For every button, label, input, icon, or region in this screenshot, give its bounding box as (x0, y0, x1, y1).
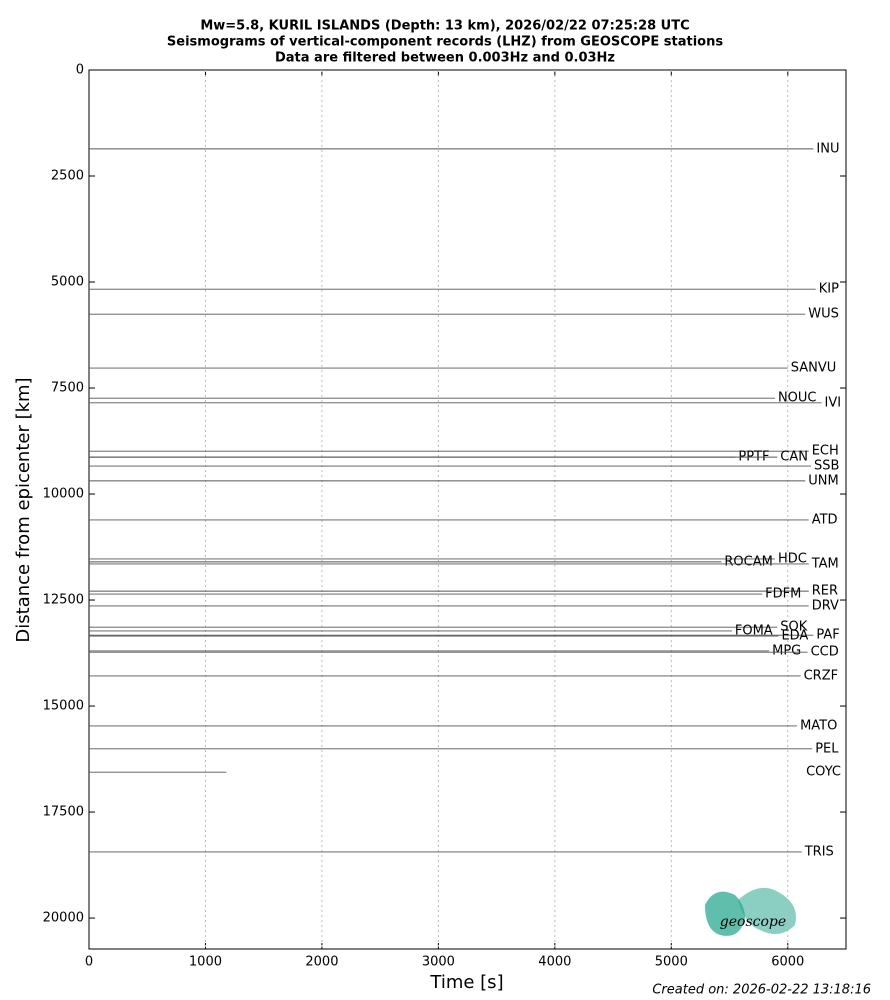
station-label: ATD (812, 512, 838, 527)
y-tick-label: 17500 (43, 805, 84, 820)
station-label: SSB (814, 459, 839, 474)
plot-frame (88, 69, 847, 950)
x-tick-label: 4000 (538, 955, 571, 970)
x-tick-label: 1000 (189, 955, 222, 970)
y-tick-label: 7500 (51, 381, 84, 396)
y-tick-label: 20000 (43, 911, 84, 926)
station-label: CRZF (804, 668, 839, 683)
y-tick-label: 15000 (43, 699, 84, 714)
station-label: DRV (812, 598, 839, 613)
station-label: INU (816, 141, 839, 156)
station-label: UNM (808, 473, 838, 488)
x-tick-label: 0 (85, 955, 93, 970)
station-label: RER (812, 584, 838, 599)
y-tick-label: 12500 (43, 593, 84, 608)
station-label: SOK (780, 620, 807, 635)
station-label: PEL (815, 741, 839, 756)
station-label: MPG (772, 643, 801, 658)
chart-subtitle: Data are filtered between 0.003Hz and 0.… (275, 51, 615, 66)
station-label: NOUC (778, 391, 817, 406)
station-label: PAF (816, 628, 839, 643)
station-label: EDA (781, 629, 808, 644)
y-tick-label: 0 (76, 63, 84, 78)
station-label: TAM (811, 556, 839, 571)
y-tick-label: 5000 (51, 275, 84, 290)
station-label: COYC (806, 765, 841, 780)
x-tick-label: 2000 (305, 955, 338, 970)
x-tick-label: 6000 (771, 955, 804, 970)
x-tick-label: 5000 (655, 955, 688, 970)
station-label: MATO (800, 718, 837, 733)
station-label: KIP (819, 282, 839, 297)
station-label: WUS (808, 307, 839, 322)
station-label: CAN (780, 450, 808, 465)
station-label: ECH (812, 444, 839, 459)
logo-shape (705, 891, 745, 936)
y-tick-label: 10000 (43, 487, 84, 502)
y-axis-label: Distance from epicenter [km] (13, 377, 34, 642)
x-axis-label: Time [s] (429, 972, 503, 993)
logo-shape (738, 887, 796, 934)
station-label: FOMA (735, 623, 773, 638)
station-label: FDFM (765, 587, 801, 602)
station-label: HDC (778, 551, 807, 566)
logo-text: geoscope (720, 914, 786, 930)
station-label: ROCAM (724, 554, 772, 569)
station-label: IVI (825, 395, 842, 410)
chart-subtitle: Seismograms of vertical-component record… (167, 35, 723, 50)
station-label: SANVU (791, 361, 837, 376)
x-tick-label: 3000 (422, 955, 455, 970)
station-label: TRIS (804, 844, 834, 859)
footer: Created on: 2026-02-22 13:18:16 (652, 983, 871, 998)
y-tick-label: 2500 (51, 169, 84, 184)
station-label: CCD (811, 645, 839, 660)
chart-title: Mw=5.8, KURIL ISLANDS (Depth: 13 km), 20… (200, 19, 689, 34)
logo: geoscope (705, 887, 796, 936)
